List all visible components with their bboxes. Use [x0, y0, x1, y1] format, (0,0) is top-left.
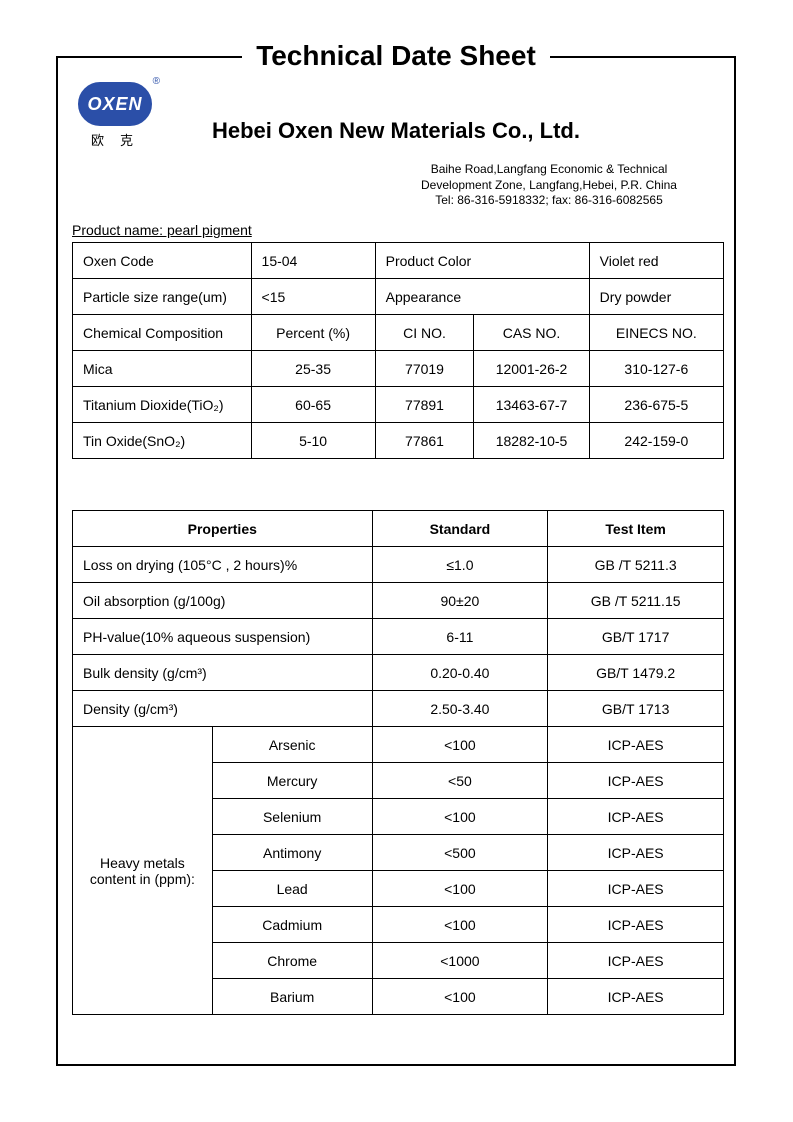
prop-test: GB/T 1717: [548, 619, 724, 655]
value: <15: [251, 279, 375, 315]
hm-test: ICP-AES: [548, 799, 724, 835]
registered-icon: ®: [153, 76, 160, 87]
chem-ci: 77891: [375, 387, 474, 423]
label: Appearance: [375, 279, 589, 315]
hm-std: <100: [372, 799, 548, 835]
table-row: Titanium Dioxide(TiO₂) 60-65 77891 13463…: [73, 387, 724, 423]
chem-pct: 25-35: [251, 351, 375, 387]
hm-std: <100: [372, 727, 548, 763]
chem-cas: 18282-10-5: [474, 423, 589, 459]
value: 15-04: [251, 243, 375, 279]
prop-std: 90±20: [372, 583, 548, 619]
table-row: Heavy metals content in (ppm): Arsenic<1…: [73, 727, 724, 763]
prop-test: GB /T 5211.3: [548, 547, 724, 583]
hm-test: ICP-AES: [548, 763, 724, 799]
chem-name: Mica: [73, 351, 252, 387]
hm-test: ICP-AES: [548, 943, 724, 979]
chem-ein: 310-127-6: [589, 351, 723, 387]
chem-ein: 242-159-0: [589, 423, 723, 459]
company-name: Hebei Oxen New Materials Co., Ltd.: [58, 118, 734, 144]
prop-name: Density (g/cm³): [73, 691, 373, 727]
label: Particle size range(um): [73, 279, 252, 315]
label: Oxen Code: [73, 243, 252, 279]
chem-name: Titanium Dioxide(TiO₂): [73, 387, 252, 423]
table-row: Tin Oxide(SnO₂) 5-10 77861 18282-10-5 24…: [73, 423, 724, 459]
prop-test: GB/T 1479.2: [548, 655, 724, 691]
chem-cas: 13463-67-7: [474, 387, 589, 423]
hm-name: Selenium: [212, 799, 372, 835]
hm-name: Antimony: [212, 835, 372, 871]
prop-name: Oil absorption (g/100g): [73, 583, 373, 619]
hm-std: <100: [372, 871, 548, 907]
hm-test: ICP-AES: [548, 835, 724, 871]
hm-test: ICP-AES: [548, 871, 724, 907]
hm-test: ICP-AES: [548, 979, 724, 1015]
col-header: CAS NO.: [474, 315, 589, 351]
table-row: Particle size range(um) <15 Appearance D…: [73, 279, 724, 315]
title-text: Technical Date Sheet: [242, 40, 550, 71]
hm-std: <1000: [372, 943, 548, 979]
col-header: Percent (%): [251, 315, 375, 351]
prop-name: PH-value(10% aqueous suspension): [73, 619, 373, 655]
prop-std: 6-11: [372, 619, 548, 655]
table-header-row: Chemical Composition Percent (%) CI NO. …: [73, 315, 724, 351]
chem-ci: 77861: [375, 423, 474, 459]
hm-std: <50: [372, 763, 548, 799]
col-header: Properties: [73, 511, 373, 547]
page-title: Technical Date Sheet: [58, 40, 734, 72]
hm-name: Barium: [212, 979, 372, 1015]
prop-std: 2.50-3.40: [372, 691, 548, 727]
hm-name: Arsenic: [212, 727, 372, 763]
prop-std: ≤1.0: [372, 547, 548, 583]
heavy-metals-label: Heavy metals content in (ppm):: [73, 727, 213, 1015]
product-name: Product name: pearl pigment: [72, 222, 252, 238]
table-row: Density (g/cm³)2.50-3.40GB/T 1713: [73, 691, 724, 727]
product-info-table: Oxen Code 15-04 Product Color Violet red…: [72, 242, 724, 459]
col-header: EINECS NO.: [589, 315, 723, 351]
prop-test: GB /T 5211.15: [548, 583, 724, 619]
col-header: Chemical Composition: [73, 315, 252, 351]
address-line: Tel: 86-316-5918332; fax: 86-316-6082565: [384, 193, 714, 209]
company-address: Baihe Road,Langfang Economic & Technical…: [384, 162, 714, 209]
chem-pct: 60-65: [251, 387, 375, 423]
prop-name: Bulk density (g/cm³): [73, 655, 373, 691]
address-line: Baihe Road,Langfang Economic & Technical: [384, 162, 714, 178]
address-line: Development Zone, Langfang,Hebei, P.R. C…: [384, 178, 714, 194]
hm-name: Chrome: [212, 943, 372, 979]
page-frame: Technical Date Sheet ® OXEN 欧克 Hebei Oxe…: [56, 56, 736, 1066]
chem-cas: 12001-26-2: [474, 351, 589, 387]
table-row: PH-value(10% aqueous suspension)6-11GB/T…: [73, 619, 724, 655]
prop-std: 0.20-0.40: [372, 655, 548, 691]
properties-table: Properties Standard Test Item Loss on dr…: [72, 510, 724, 1015]
hm-test: ICP-AES: [548, 907, 724, 943]
chem-pct: 5-10: [251, 423, 375, 459]
col-header: Test Item: [548, 511, 724, 547]
value: Violet red: [589, 243, 723, 279]
table-row: Oil absorption (g/100g)90±20GB /T 5211.1…: [73, 583, 724, 619]
col-header: Standard: [372, 511, 548, 547]
prop-test: GB/T 1713: [548, 691, 724, 727]
hm-std: <500: [372, 835, 548, 871]
hm-std: <100: [372, 907, 548, 943]
table-row: Loss on drying (105°C , 2 hours)%≤1.0GB …: [73, 547, 724, 583]
chem-ein: 236-675-5: [589, 387, 723, 423]
col-header: CI NO.: [375, 315, 474, 351]
table-row: Mica 25-35 77019 12001-26-2 310-127-6: [73, 351, 724, 387]
table-row: Oxen Code 15-04 Product Color Violet red: [73, 243, 724, 279]
chem-ci: 77019: [375, 351, 474, 387]
hm-name: Mercury: [212, 763, 372, 799]
hm-name: Cadmium: [212, 907, 372, 943]
prop-name: Loss on drying (105°C , 2 hours)%: [73, 547, 373, 583]
chem-name: Tin Oxide(SnO₂): [73, 423, 252, 459]
hm-name: Lead: [212, 871, 372, 907]
table-row: Bulk density (g/cm³)0.20-0.40GB/T 1479.2: [73, 655, 724, 691]
label: Product Color: [375, 243, 589, 279]
table-header-row: Properties Standard Test Item: [73, 511, 724, 547]
hm-test: ICP-AES: [548, 727, 724, 763]
value: Dry powder: [589, 279, 723, 315]
hm-std: <100: [372, 979, 548, 1015]
